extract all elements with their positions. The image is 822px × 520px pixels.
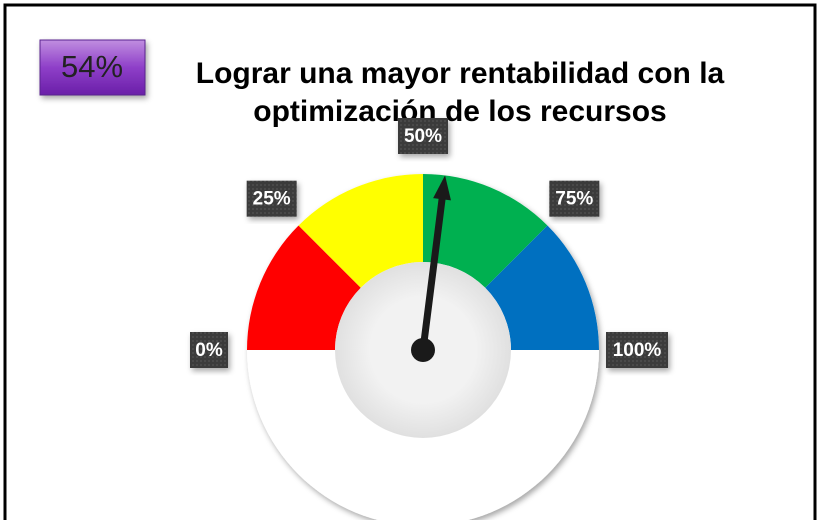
gauge-band [298, 174, 423, 288]
value-badge [39, 39, 146, 96]
gauge-band [247, 225, 361, 350]
tick-label: 25% [253, 189, 291, 210]
chart-title: Lograr una mayor rentabilidad con la [196, 57, 725, 90]
gauge-band [423, 174, 548, 288]
chart-title: optimización de los recursos [253, 95, 666, 128]
tick-label: 75% [555, 189, 593, 210]
tick-box [606, 332, 668, 368]
needle [419, 195, 446, 354]
gauge-band [485, 225, 599, 350]
needle-head [433, 175, 451, 201]
tick-box [549, 180, 600, 217]
tick-label: 100% [613, 340, 662, 361]
tick-box [398, 118, 448, 154]
tick-box [246, 180, 297, 217]
tick-box [190, 332, 228, 368]
needle-hub [411, 338, 435, 362]
tick-label: 0% [195, 340, 223, 361]
gauge: 0% 25% 50% 75% 100% [190, 118, 668, 520]
value-label: 54% [61, 49, 123, 84]
tick-label: 50% [404, 126, 442, 147]
